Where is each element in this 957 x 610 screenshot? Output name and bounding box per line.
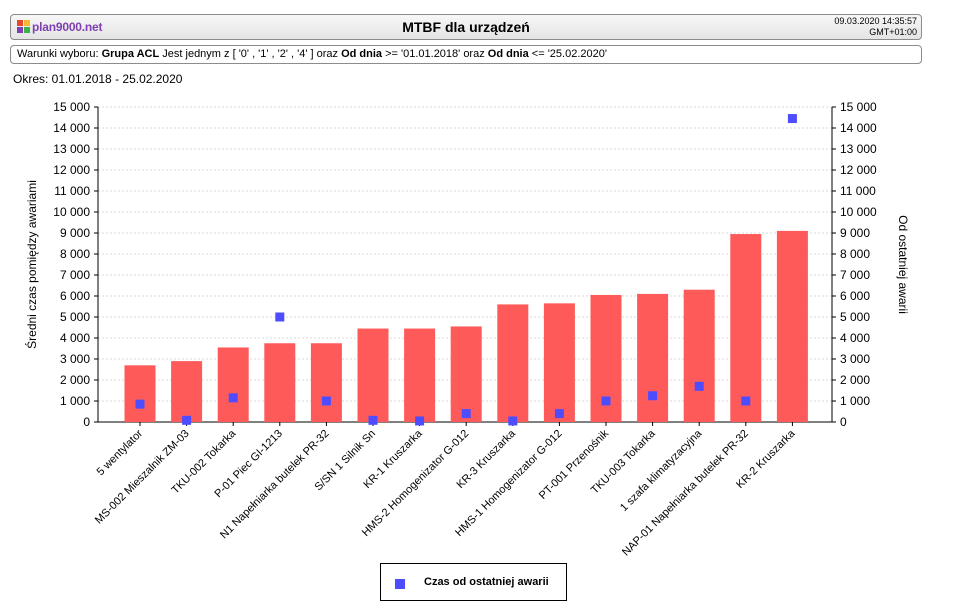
filter-text-3: <= '25.02.2020' xyxy=(528,48,607,60)
y-tick-label: 14 000 xyxy=(53,121,90,135)
marker xyxy=(461,409,471,419)
bar xyxy=(124,365,156,422)
y-tick-label: 6 000 xyxy=(60,289,90,303)
y-tick-label: 13 000 xyxy=(53,142,90,156)
marker xyxy=(182,415,192,425)
y2-tick-label: 13 000 xyxy=(840,142,877,156)
y2-tick-label: 12 000 xyxy=(840,163,877,177)
report-header: plan9000.net MTBF dla urządzeń 09.03.202… xyxy=(10,14,922,40)
filter-prefix: Warunki wyboru: xyxy=(17,48,102,60)
y-tick-label: 9 000 xyxy=(60,226,90,240)
y2-tick-label: 7 000 xyxy=(840,268,870,282)
marker xyxy=(648,391,658,401)
marker xyxy=(554,409,564,419)
y2-tick-label: 8 000 xyxy=(840,247,870,261)
bar xyxy=(357,328,389,422)
y-tick-label: 2 000 xyxy=(60,373,90,387)
bar xyxy=(730,234,762,422)
filter-text-2: >= '01.01.2018' oraz xyxy=(382,48,488,60)
y2-tick-label: 9 000 xyxy=(840,226,870,240)
bar xyxy=(310,343,342,422)
x-tick-label: 5 wentylator xyxy=(95,427,146,478)
timestamp-date: 09.03.2020 14:35:57 xyxy=(834,16,917,26)
x-tick-label: 1 szafa klimatyzacyjna xyxy=(618,427,705,514)
bar xyxy=(776,230,808,422)
filter-text-1: Jest jednym z [ '0' , '1' , '2' , '4' ] … xyxy=(159,48,342,60)
y2-tick-label: 10 000 xyxy=(840,205,877,219)
x-tick-label: MS-002 Mieszalnik ZM-03 xyxy=(93,428,192,527)
y-tick-label: 3 000 xyxy=(60,352,90,366)
y2-tick-label: 15 000 xyxy=(840,100,877,114)
y-tick-label: 0 xyxy=(83,415,90,429)
mtbf-chart: 0 0 1 000 1 000 2 000 2 000 3 000 3 000 4 000 4 0… xyxy=(24,100,910,558)
marker xyxy=(275,312,285,322)
bar xyxy=(497,304,529,422)
timestamp: 09.03.2020 14:35:57 GMT+01:00 xyxy=(834,16,917,38)
y-tick-label: 7 000 xyxy=(60,268,90,282)
marker xyxy=(368,415,378,425)
y-tick-label: 4 000 xyxy=(60,331,90,345)
bar xyxy=(404,328,436,422)
y2-tick-label: 11 000 xyxy=(840,184,876,198)
marker xyxy=(415,416,425,426)
chart-legend: Czas od ostatniej awarii xyxy=(380,563,567,601)
filter-field-to: Od dnia xyxy=(487,48,529,60)
bar xyxy=(543,303,575,422)
bar xyxy=(217,347,249,422)
y-tick-label: 8 000 xyxy=(60,247,90,261)
marker xyxy=(508,416,518,426)
y-tick-label: 10 000 xyxy=(53,205,90,219)
bar xyxy=(637,293,669,422)
marker xyxy=(321,396,331,406)
y2-tick-label: 2 000 xyxy=(840,373,870,387)
y2-tick-label: 3 000 xyxy=(840,352,870,366)
report-title: MTBF dla urządzeń xyxy=(402,19,530,35)
y-axis-title: Średni czas pomiędzy awariami xyxy=(24,180,39,349)
bar xyxy=(171,361,203,422)
marker xyxy=(694,381,704,391)
y2-tick-label: 0 xyxy=(840,415,847,429)
marker xyxy=(787,114,797,124)
legend-label-last-failure: Czas od ostatniej awarii xyxy=(424,576,549,588)
bar xyxy=(450,326,482,422)
bar xyxy=(264,343,296,422)
y-tick-label: 12 000 xyxy=(53,163,90,177)
legend-swatch-last-failure xyxy=(395,579,405,589)
y-tick-label: 15 000 xyxy=(53,100,90,114)
logo: plan9000.net xyxy=(17,19,103,35)
y2-tick-label: 14 000 xyxy=(840,121,877,135)
filter-field-group: Grupa ACL xyxy=(101,48,160,60)
y2-tick-label: 6 000 xyxy=(840,289,870,303)
marker xyxy=(228,393,238,403)
y2-axis-title: Od ostatniej awarii xyxy=(896,215,910,314)
filter-conditions: Warunki wyboru: Grupa ACL Jest jednym z … xyxy=(10,45,922,64)
marker xyxy=(601,396,611,406)
filter-field-from: Od dnia xyxy=(341,48,383,60)
y-tick-label: 1 000 xyxy=(60,394,90,408)
y2-tick-label: 5 000 xyxy=(840,310,870,324)
bar xyxy=(683,289,715,422)
y-tick-label: 5 000 xyxy=(60,310,90,324)
period-label: Okres: 01.01.2018 - 25.02.2020 xyxy=(13,72,183,86)
marker xyxy=(135,399,145,409)
logo-text: plan9000.net xyxy=(32,20,103,34)
y2-tick-label: 1 000 xyxy=(840,394,870,408)
timestamp-timezone: GMT+01:00 xyxy=(869,27,917,37)
y-tick-label: 11 000 xyxy=(54,184,90,198)
logo-icon xyxy=(17,20,31,34)
y2-tick-label: 4 000 xyxy=(840,331,870,345)
marker xyxy=(741,396,751,406)
